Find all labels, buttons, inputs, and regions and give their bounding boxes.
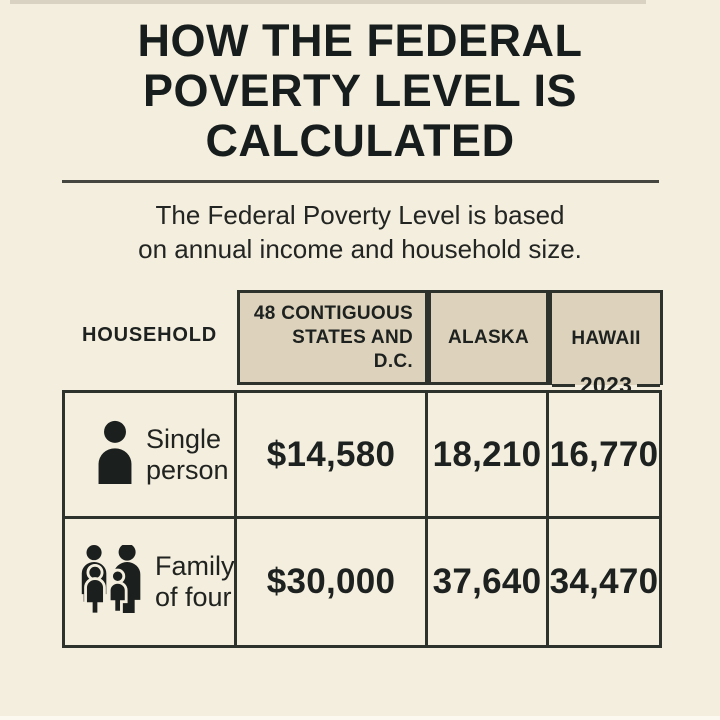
page-title: HOW THE FEDERAL POVERTY LEVEL IS CALCULA… [137, 15, 583, 166]
column-header-hawaii-label: HAWAII [571, 328, 641, 349]
year-dash-left [552, 383, 575, 387]
table-cell-family-alaska: 37,640 [428, 519, 549, 645]
year-label: 2023 [579, 372, 633, 398]
poverty-table-body: Single person $14,580 18,210 16,770 [62, 390, 662, 648]
table-row-family-of-four-header: Family of four [65, 519, 237, 645]
table-row-single-person-header: Single person [65, 393, 237, 519]
row-label: Single person [146, 423, 229, 485]
top-edge-artifact [10, 0, 646, 4]
table-cell-single-hawaii: 16,770 [549, 393, 659, 519]
table-cell-single-contiguous: $14,580 [237, 393, 428, 519]
column-header-household: HOUSEHOLD [82, 324, 217, 346]
column-header-alaska-label: ALASKA [448, 326, 529, 348]
table-cell-single-alaska: 18,210 [428, 393, 549, 519]
family-of-four-icon [78, 543, 146, 620]
column-header-contiguous-states-label: 48 CONTIGUOUS STATES AND D.C. [253, 302, 413, 372]
year-dash-right [637, 383, 660, 387]
single-person-icon [93, 420, 137, 489]
title-divider [62, 180, 659, 183]
table-cell-family-hawaii: 34,470 [549, 562, 659, 601]
subtitle: The Federal Poverty Level is based on an… [138, 200, 582, 264]
year-label-rule: 2023 [552, 372, 660, 398]
column-header-alaska: ALASKA [428, 290, 549, 385]
column-header-hawaii: HAWAII 2023 [549, 290, 663, 398]
row-label: Family of four [155, 551, 235, 612]
column-header-contiguous-states: 48 CONTIGUOUS STATES AND D.C. [237, 290, 428, 385]
bottom-edge-artifact [0, 716, 720, 720]
table-cell-family-contiguous: $30,000 [237, 519, 428, 645]
